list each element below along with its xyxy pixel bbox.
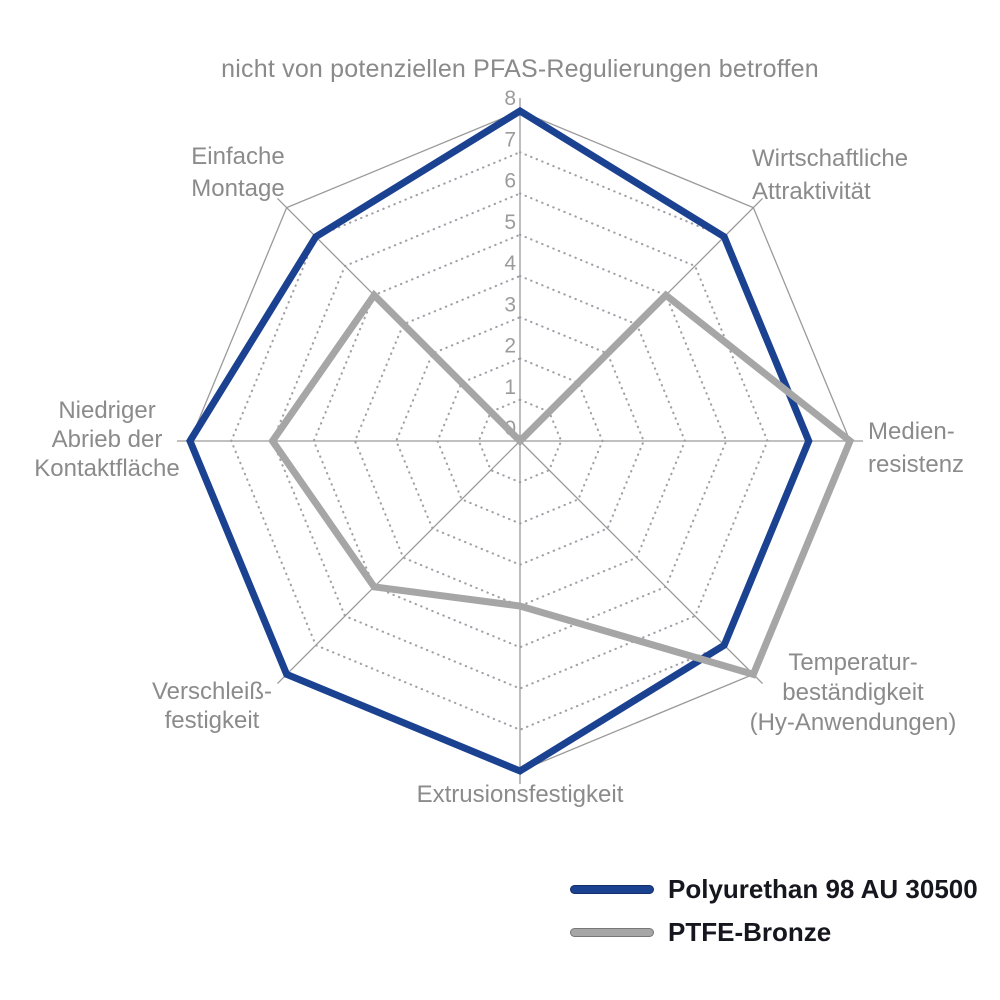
axis-label-line: festigkeit (164, 707, 260, 734)
tick-label: 8 (504, 87, 516, 110)
axis-label-extrusionsfestigkeit: Extrusionsfestigkeit (417, 781, 624, 809)
tick-label: 4 (504, 252, 516, 275)
axis-label-line: Kontaktfläche (34, 455, 180, 482)
axis-label-line: Extrusionsfestigkeit (416, 781, 624, 808)
tick-label: 3 (504, 293, 516, 316)
axis-label-line: (Hy-Anwendungen) (749, 709, 957, 736)
tick-label: 7 (504, 128, 516, 151)
tick-label: 6 (504, 170, 516, 193)
axis-label-line: Temperatur- (788, 649, 918, 676)
axis-label-medienresistenz: Medien- resistenz (868, 415, 964, 481)
axis-label-line: Attraktivität (752, 178, 871, 205)
axis-label-line: Montage (191, 175, 285, 202)
axis-label-line: Verschleiß- (151, 678, 273, 705)
legend-label-polyurethan: Polyurethan 98 AU 30500 (668, 873, 978, 904)
axis-label-line: Medien- (868, 418, 955, 445)
axis-label-wirtschaftliche-attraktivitaet: Wirtschaftliche Attraktivität (752, 142, 908, 208)
axis-label-line: beständigkeit (782, 679, 924, 706)
axis-label-einfache-montage: Einfache Montage (191, 141, 284, 205)
axis-label-line: resistenz (868, 451, 965, 478)
axis-label-niedriger-abrieb: Niedriger Abrieb der Kontaktfläche (34, 396, 179, 483)
axis-label-line: Niedriger (58, 397, 156, 424)
legend: Polyurethan 98 AU 30500 PTFE-Bronze (570, 872, 978, 949)
axis-label-temperaturbestaendigkeit: Temperatur- beständigkeit (Hy-Anwendunge… (750, 648, 957, 738)
tick-label: 5 (504, 211, 516, 234)
tick-label: 1 (504, 376, 516, 399)
legend-swatch-ptfe-bronze (570, 927, 654, 937)
legend-item-ptfe-bronze: PTFE-Bronze (570, 915, 978, 949)
axis-label-verschleissfestigkeit: Verschleiß- festigkeit (152, 677, 272, 735)
series-polygon-1 (268, 289, 855, 679)
axis-label-line: Abrieb der (51, 426, 163, 453)
tick-label: 2 (504, 335, 516, 358)
legend-swatch-polyurethan (570, 884, 654, 894)
legend-label-ptfe-bronze: PTFE-Bronze (668, 916, 832, 947)
chart-title: nicht von potenziellen PFAS-Regulierunge… (221, 55, 819, 83)
axis-spoke (277, 440, 521, 684)
axis-label-line: Einfache (191, 143, 285, 170)
grid-ring (271, 192, 769, 690)
legend-item-polyurethan: Polyurethan 98 AU 30500 (570, 872, 978, 906)
axis-label-line: Wirtschaftliche (752, 145, 909, 172)
series-polygon-0 (186, 106, 813, 775)
